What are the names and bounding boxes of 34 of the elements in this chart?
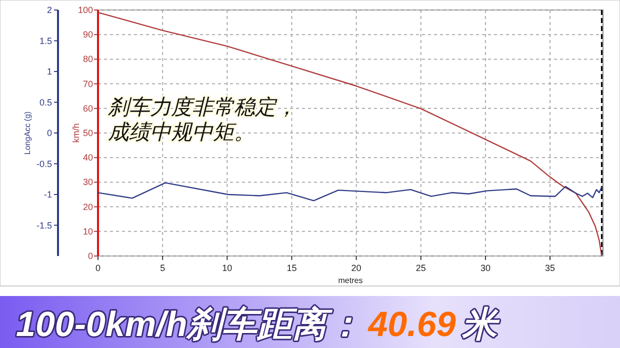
y-axis-title: km/h xyxy=(71,123,81,143)
y2-tick-label: -1 xyxy=(44,190,52,200)
y-tick-label: 100 xyxy=(78,5,93,15)
y2-tick-label: -0.5 xyxy=(36,158,52,169)
x-axis-title: metres xyxy=(338,276,363,285)
annotation: 成绩中规中矩。 xyxy=(108,121,255,144)
y2-tick-label: 0.5 xyxy=(39,97,52,108)
x-tick-label: 0 xyxy=(95,263,101,273)
x-tick-label: 25 xyxy=(416,263,426,273)
x-tick-label: 15 xyxy=(286,263,297,273)
y-tick-label: 30 xyxy=(82,177,93,188)
y2-tick-label: -1.5 xyxy=(36,220,52,230)
y2-tick-label: 0 xyxy=(46,128,52,138)
text: 100-0km/h刹车距离：40.69米 xyxy=(16,305,500,344)
y-tick-label: 70 xyxy=(82,78,93,89)
x-tick-label: 10 xyxy=(222,263,232,273)
y-tick-label: 20 xyxy=(82,202,93,212)
y-tick-label: 40 xyxy=(82,152,93,163)
x-tick-label: 35 xyxy=(545,263,556,273)
line-series xyxy=(97,182,602,202)
y2-tick-label: 1.5 xyxy=(39,36,52,46)
y-tick-label: 80 xyxy=(82,54,93,64)
y-tick-label: 10 xyxy=(82,226,93,236)
y-tick-label: 0 xyxy=(88,251,93,261)
x-tick-label: 5 xyxy=(160,263,166,273)
y-tick-label: 60 xyxy=(82,103,93,114)
y2-tick-label: 2 xyxy=(46,5,52,15)
x-tick-label: 30 xyxy=(480,263,490,273)
annotation: 刹车力度非常稳定， xyxy=(107,96,297,119)
y-tick-label: 50 xyxy=(82,128,93,138)
y-tick-label: 90 xyxy=(82,30,93,40)
x-tick-label: 20 xyxy=(351,263,362,273)
y2-tick-label: 1 xyxy=(46,66,52,76)
y2-axis-title: LongAcc (g) xyxy=(23,111,32,155)
